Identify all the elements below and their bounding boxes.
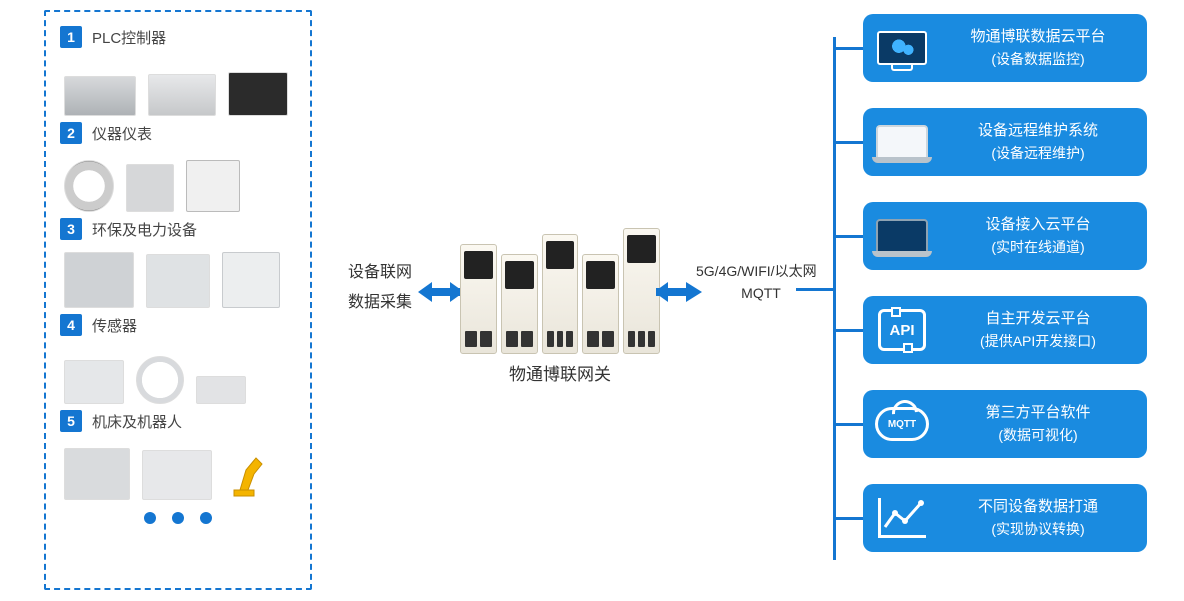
connector-branch — [833, 423, 863, 426]
category-header: 3 环保及电力设备 — [60, 218, 296, 240]
category-title: 机床及机器人 — [92, 411, 182, 432]
service-sub: (设备远程维护) — [941, 142, 1135, 164]
service-row: 不同设备数据打通 (实现协议转换) — [833, 484, 1147, 552]
connector-trunk-in — [796, 288, 836, 291]
service-card-device-access: 设备接入云平台 (实时在线通道) — [863, 202, 1147, 270]
mqtt-cloud-icon: MQTT — [873, 399, 931, 449]
device-smoke-detector — [136, 356, 184, 404]
category-devices — [60, 246, 296, 308]
service-card-cloud-platform: 物通博联数据云平台 (设备数据监控) — [863, 14, 1147, 82]
connector-branch — [833, 517, 863, 520]
category-number: 2 — [60, 122, 82, 144]
chart-icon — [873, 493, 931, 543]
category-devices — [60, 150, 296, 212]
device-pipe-system — [64, 252, 134, 308]
category-plc: 1 PLC控制器 — [60, 26, 296, 116]
service-sub: (设备数据监控) — [941, 48, 1135, 70]
service-title: 物通博联数据云平台 — [941, 26, 1135, 48]
pager-dot[interactable] — [172, 512, 184, 524]
category-sensors: 4 传感器 — [60, 314, 296, 404]
device-plc-compact — [228, 72, 288, 116]
laptop-dark-icon — [873, 211, 931, 261]
iot-architecture-diagram: 1 PLC控制器 2 仪器仪表 3 环保 — [0, 0, 1184, 601]
category-devices — [60, 342, 296, 404]
service-card-protocol-convert: 不同设备数据打通 (实现协议转换) — [863, 484, 1147, 552]
category-instruments: 2 仪器仪表 — [60, 122, 296, 212]
category-title: 环保及电力设备 — [92, 219, 197, 240]
category-number: 5 — [60, 410, 82, 432]
category-number: 3 — [60, 218, 82, 240]
gateway-unit — [542, 234, 579, 354]
service-title: 不同设备数据打通 — [941, 496, 1135, 518]
gateway-cluster — [460, 224, 660, 354]
category-title: 传感器 — [92, 315, 137, 336]
service-sub: (实时在线通道) — [941, 236, 1135, 258]
service-row: 设备远程维护系统 (设备远程维护) — [833, 108, 1147, 176]
category-number: 4 — [60, 314, 82, 336]
monitor-icon — [873, 23, 931, 73]
category-environment-power: 3 环保及电力设备 — [60, 218, 296, 308]
category-header: 4 传感器 — [60, 314, 296, 336]
category-title: 仪器仪表 — [92, 123, 152, 144]
device-plc-module — [148, 74, 216, 116]
connector-branch — [833, 329, 863, 332]
device-plc-rack — [64, 76, 136, 116]
network-line1: 5G/4G/WIFI/以太网 — [696, 260, 826, 282]
device-valve-meter — [126, 164, 174, 212]
left-link-labels: 设备联网 数据采集 — [335, 258, 425, 318]
category-header: 5 机床及机器人 — [60, 410, 296, 432]
category-header: 1 PLC控制器 — [60, 26, 296, 48]
service-row: 设备接入云平台 (实时在线通道) — [833, 202, 1147, 270]
service-title: 第三方平台软件 — [941, 402, 1135, 424]
api-icon: API — [873, 305, 931, 355]
laptop-icon — [873, 117, 931, 167]
device-camera-sensor — [64, 160, 114, 212]
device-electrical-cabinet — [222, 252, 280, 308]
device-robot-arm — [224, 444, 268, 500]
category-devices — [60, 438, 296, 500]
device-door-sensor — [196, 376, 246, 404]
network-line2: MQTT — [696, 282, 826, 304]
device-water-treatment — [146, 254, 210, 308]
device-categories-panel: 1 PLC控制器 2 仪器仪表 3 环保 — [44, 10, 312, 590]
service-card-remote-maintenance: 设备远程维护系统 (设备远程维护) — [863, 108, 1147, 176]
category-machines-robots: 5 机床及机器人 — [60, 410, 296, 500]
service-sub: (实现协议转换) — [941, 518, 1135, 540]
pager-dot[interactable] — [144, 512, 156, 524]
service-title: 设备接入云平台 — [941, 214, 1135, 236]
service-title: 自主开发云平台 — [941, 308, 1135, 330]
service-row: MQTT 第三方平台软件 (数据可视化) — [833, 390, 1147, 458]
connector-branch — [833, 235, 863, 238]
left-link-line1: 设备联网 — [335, 258, 425, 288]
category-title: PLC控制器 — [92, 27, 166, 48]
service-title: 设备远程维护系统 — [941, 120, 1135, 142]
service-row: 物通博联数据云平台 (设备数据监控) — [833, 14, 1147, 82]
device-machining-center — [142, 450, 212, 500]
service-sub: (数据可视化) — [941, 424, 1135, 446]
device-sensor-box — [64, 360, 124, 404]
arrow-left-icon — [418, 278, 464, 311]
connector-branch — [833, 141, 863, 144]
gateway-unit — [460, 244, 497, 354]
category-number: 1 — [60, 26, 82, 48]
cloud-services-stack: 物通博联数据云平台 (设备数据监控) 设备远程维护系统 (设备远程维护) 设备接… — [833, 14, 1147, 552]
pager-dot[interactable] — [200, 512, 212, 524]
service-card-mqtt: MQTT 第三方平台软件 (数据可视化) — [863, 390, 1147, 458]
category-devices — [60, 54, 296, 116]
left-link-line2: 数据采集 — [335, 288, 425, 318]
category-header: 2 仪器仪表 — [60, 122, 296, 144]
gateway-unit — [623, 228, 660, 354]
gateway-label: 物通博联网关 — [460, 360, 660, 385]
connector-branch — [833, 47, 863, 50]
device-cnc-lathe — [64, 448, 130, 500]
service-row: API 自主开发云平台 (提供API开发接口) — [833, 296, 1147, 364]
gateway-unit — [582, 254, 619, 354]
device-power-meter — [186, 160, 240, 212]
service-card-api: API 自主开发云平台 (提供API开发接口) — [863, 296, 1147, 364]
pager-dots[interactable] — [60, 512, 296, 524]
service-sub: (提供API开发接口) — [941, 330, 1135, 352]
network-labels: 5G/4G/WIFI/以太网 MQTT — [696, 260, 826, 304]
gateway-unit — [501, 254, 538, 354]
